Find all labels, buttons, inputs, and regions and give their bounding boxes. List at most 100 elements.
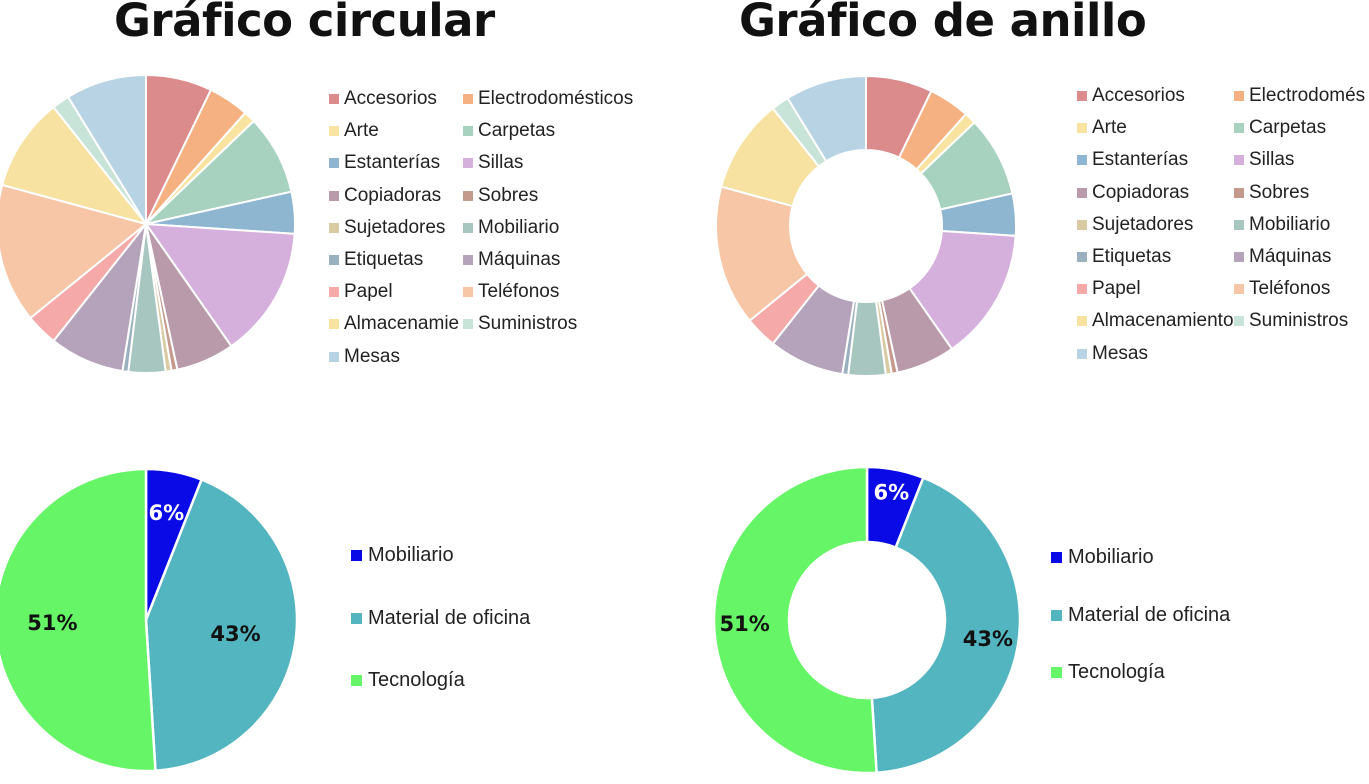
legend-swatch xyxy=(1077,316,1087,327)
legend-label: Estanterías xyxy=(344,152,441,174)
legend-swatch xyxy=(463,94,473,104)
legend-swatch xyxy=(1077,284,1087,295)
legend-swatch xyxy=(1234,123,1244,134)
legend-swatch xyxy=(329,319,339,330)
data-label-material-de-oficina: 43% xyxy=(963,627,1013,651)
legend-swatch xyxy=(1077,155,1087,166)
legend-swatch xyxy=(1234,155,1244,166)
legend-label: Sujetadores xyxy=(1092,213,1194,235)
legend-swatch xyxy=(329,222,339,233)
legend-label: Suministros xyxy=(1249,310,1349,332)
slice-material-de-oficina xyxy=(870,476,1022,774)
legend-label: Mobiliario xyxy=(1068,546,1154,568)
legend-label: Accesorios xyxy=(344,88,437,109)
legend-label: Accesorios xyxy=(1092,85,1185,106)
legend-swatch xyxy=(1234,187,1244,198)
legend-label: Carpetas xyxy=(478,120,556,142)
legend-swatch xyxy=(463,255,473,265)
legend-label: Sobres xyxy=(478,184,539,206)
legend-swatch xyxy=(1077,123,1087,134)
data-label-tecnologia: 51% xyxy=(720,612,770,636)
data-label-tecnologia: 51% xyxy=(27,611,77,635)
legend-donut-segments: Mobiliario Material de oficina Tecnología xyxy=(1051,546,1311,706)
legend-label: Tecnología xyxy=(1068,661,1165,683)
legend-swatch xyxy=(463,222,473,233)
data-label-mobiliario: 6% xyxy=(149,501,185,525)
legend-swatch xyxy=(1077,348,1087,359)
legend-swatch xyxy=(463,287,473,298)
chart-title-donut: Gráfico de anillo xyxy=(739,0,1147,47)
pie-chart-segments: 6% 43% 51% xyxy=(0,467,299,773)
legend-label: Mesas xyxy=(344,345,400,367)
legend-donut-categories: Accesorios Electrodomés Arte Carpetas Estant… xyxy=(1077,85,1369,375)
legend-label: Papel xyxy=(344,281,393,303)
legend-label: Almacenamiento xyxy=(1092,310,1234,332)
slice-sillas xyxy=(145,223,296,348)
legend-swatch xyxy=(1051,667,1062,678)
legend-label: Arte xyxy=(1092,117,1127,139)
legend-swatch xyxy=(329,158,339,169)
legend-swatch xyxy=(329,351,339,362)
pie-chart xyxy=(0,74,296,374)
legend-label: Papel xyxy=(1092,278,1141,300)
legend-label: Copiadoras xyxy=(344,184,442,206)
legend-label: Estanterías xyxy=(1092,149,1189,171)
legend-swatch xyxy=(351,550,362,561)
legend-swatch xyxy=(1077,91,1087,101)
legend-label: Máquinas xyxy=(478,249,561,270)
legend-swatch xyxy=(329,126,339,137)
legend-pie-segments: Mobiliario Material de oficina Tecnología xyxy=(351,544,611,704)
legend-swatch xyxy=(1234,219,1244,230)
legend-swatch xyxy=(1234,252,1244,262)
donut-chart-segments: 6% 43% 51% xyxy=(712,465,1022,775)
legend-swatch xyxy=(463,190,473,201)
legend-label: Máquinas xyxy=(1249,246,1332,267)
legend-swatch xyxy=(1077,187,1087,198)
legend-swatch xyxy=(351,675,362,686)
legend-label: Suministros xyxy=(478,313,578,335)
legend-label: Mobiliario xyxy=(478,216,560,238)
data-label-mobiliario: 6% xyxy=(874,480,910,504)
legend-label: Teléfonos xyxy=(478,281,560,303)
legend-swatch xyxy=(1051,609,1062,621)
slice-mesas xyxy=(67,74,147,225)
legend-label: Etiquetas xyxy=(1092,246,1172,267)
chart-title-pie: Gráfico circular xyxy=(114,0,495,47)
legend-label: Arte xyxy=(344,120,379,142)
legend-swatch xyxy=(329,94,339,104)
legend-swatch xyxy=(1077,219,1087,230)
legend-label: Sillas xyxy=(1249,149,1295,171)
legend-swatch xyxy=(463,126,473,137)
legend-label: Material de oficina xyxy=(1068,603,1231,626)
legend-label: Sillas xyxy=(478,152,524,174)
legend-label: Sobres xyxy=(1249,181,1310,203)
legend-swatch xyxy=(1051,552,1062,563)
legend-label: Electrodomésticos xyxy=(478,88,634,109)
legend-swatch xyxy=(1077,252,1087,262)
legend-label: Electrodomés xyxy=(1249,85,1366,106)
slice-telefonos xyxy=(0,183,147,319)
legend-label: Etiquetas xyxy=(344,249,424,270)
legend-label: Sujetadores xyxy=(344,216,446,238)
slice-almacenamie xyxy=(1,106,147,225)
data-label-material-de-oficina: 43% xyxy=(210,622,260,646)
legend-label: Copiadoras xyxy=(1092,181,1190,203)
legend-label: Almacenamie xyxy=(344,313,460,335)
legend-pie-categories: Accesorios Electrodomésticos Arte Carpetas E… xyxy=(329,88,659,378)
legend-swatch xyxy=(329,255,339,265)
legend-label: Material de oficina xyxy=(368,606,531,629)
legend-swatch xyxy=(1234,316,1244,327)
donut-chart xyxy=(715,75,1017,377)
legend-label: Teléfonos xyxy=(1249,278,1331,300)
legend-swatch xyxy=(1234,91,1244,101)
legend-swatch xyxy=(463,319,473,330)
legend-label: Mobiliario xyxy=(368,544,454,566)
slice-material-de-oficina xyxy=(144,478,299,772)
legend-swatch xyxy=(463,158,473,169)
legend-label: Carpetas xyxy=(1249,117,1327,139)
legend-swatch xyxy=(351,612,362,624)
slice-tecnologia xyxy=(0,467,157,773)
legend-label: Tecnología xyxy=(368,669,465,691)
legend-swatch xyxy=(1234,284,1244,295)
